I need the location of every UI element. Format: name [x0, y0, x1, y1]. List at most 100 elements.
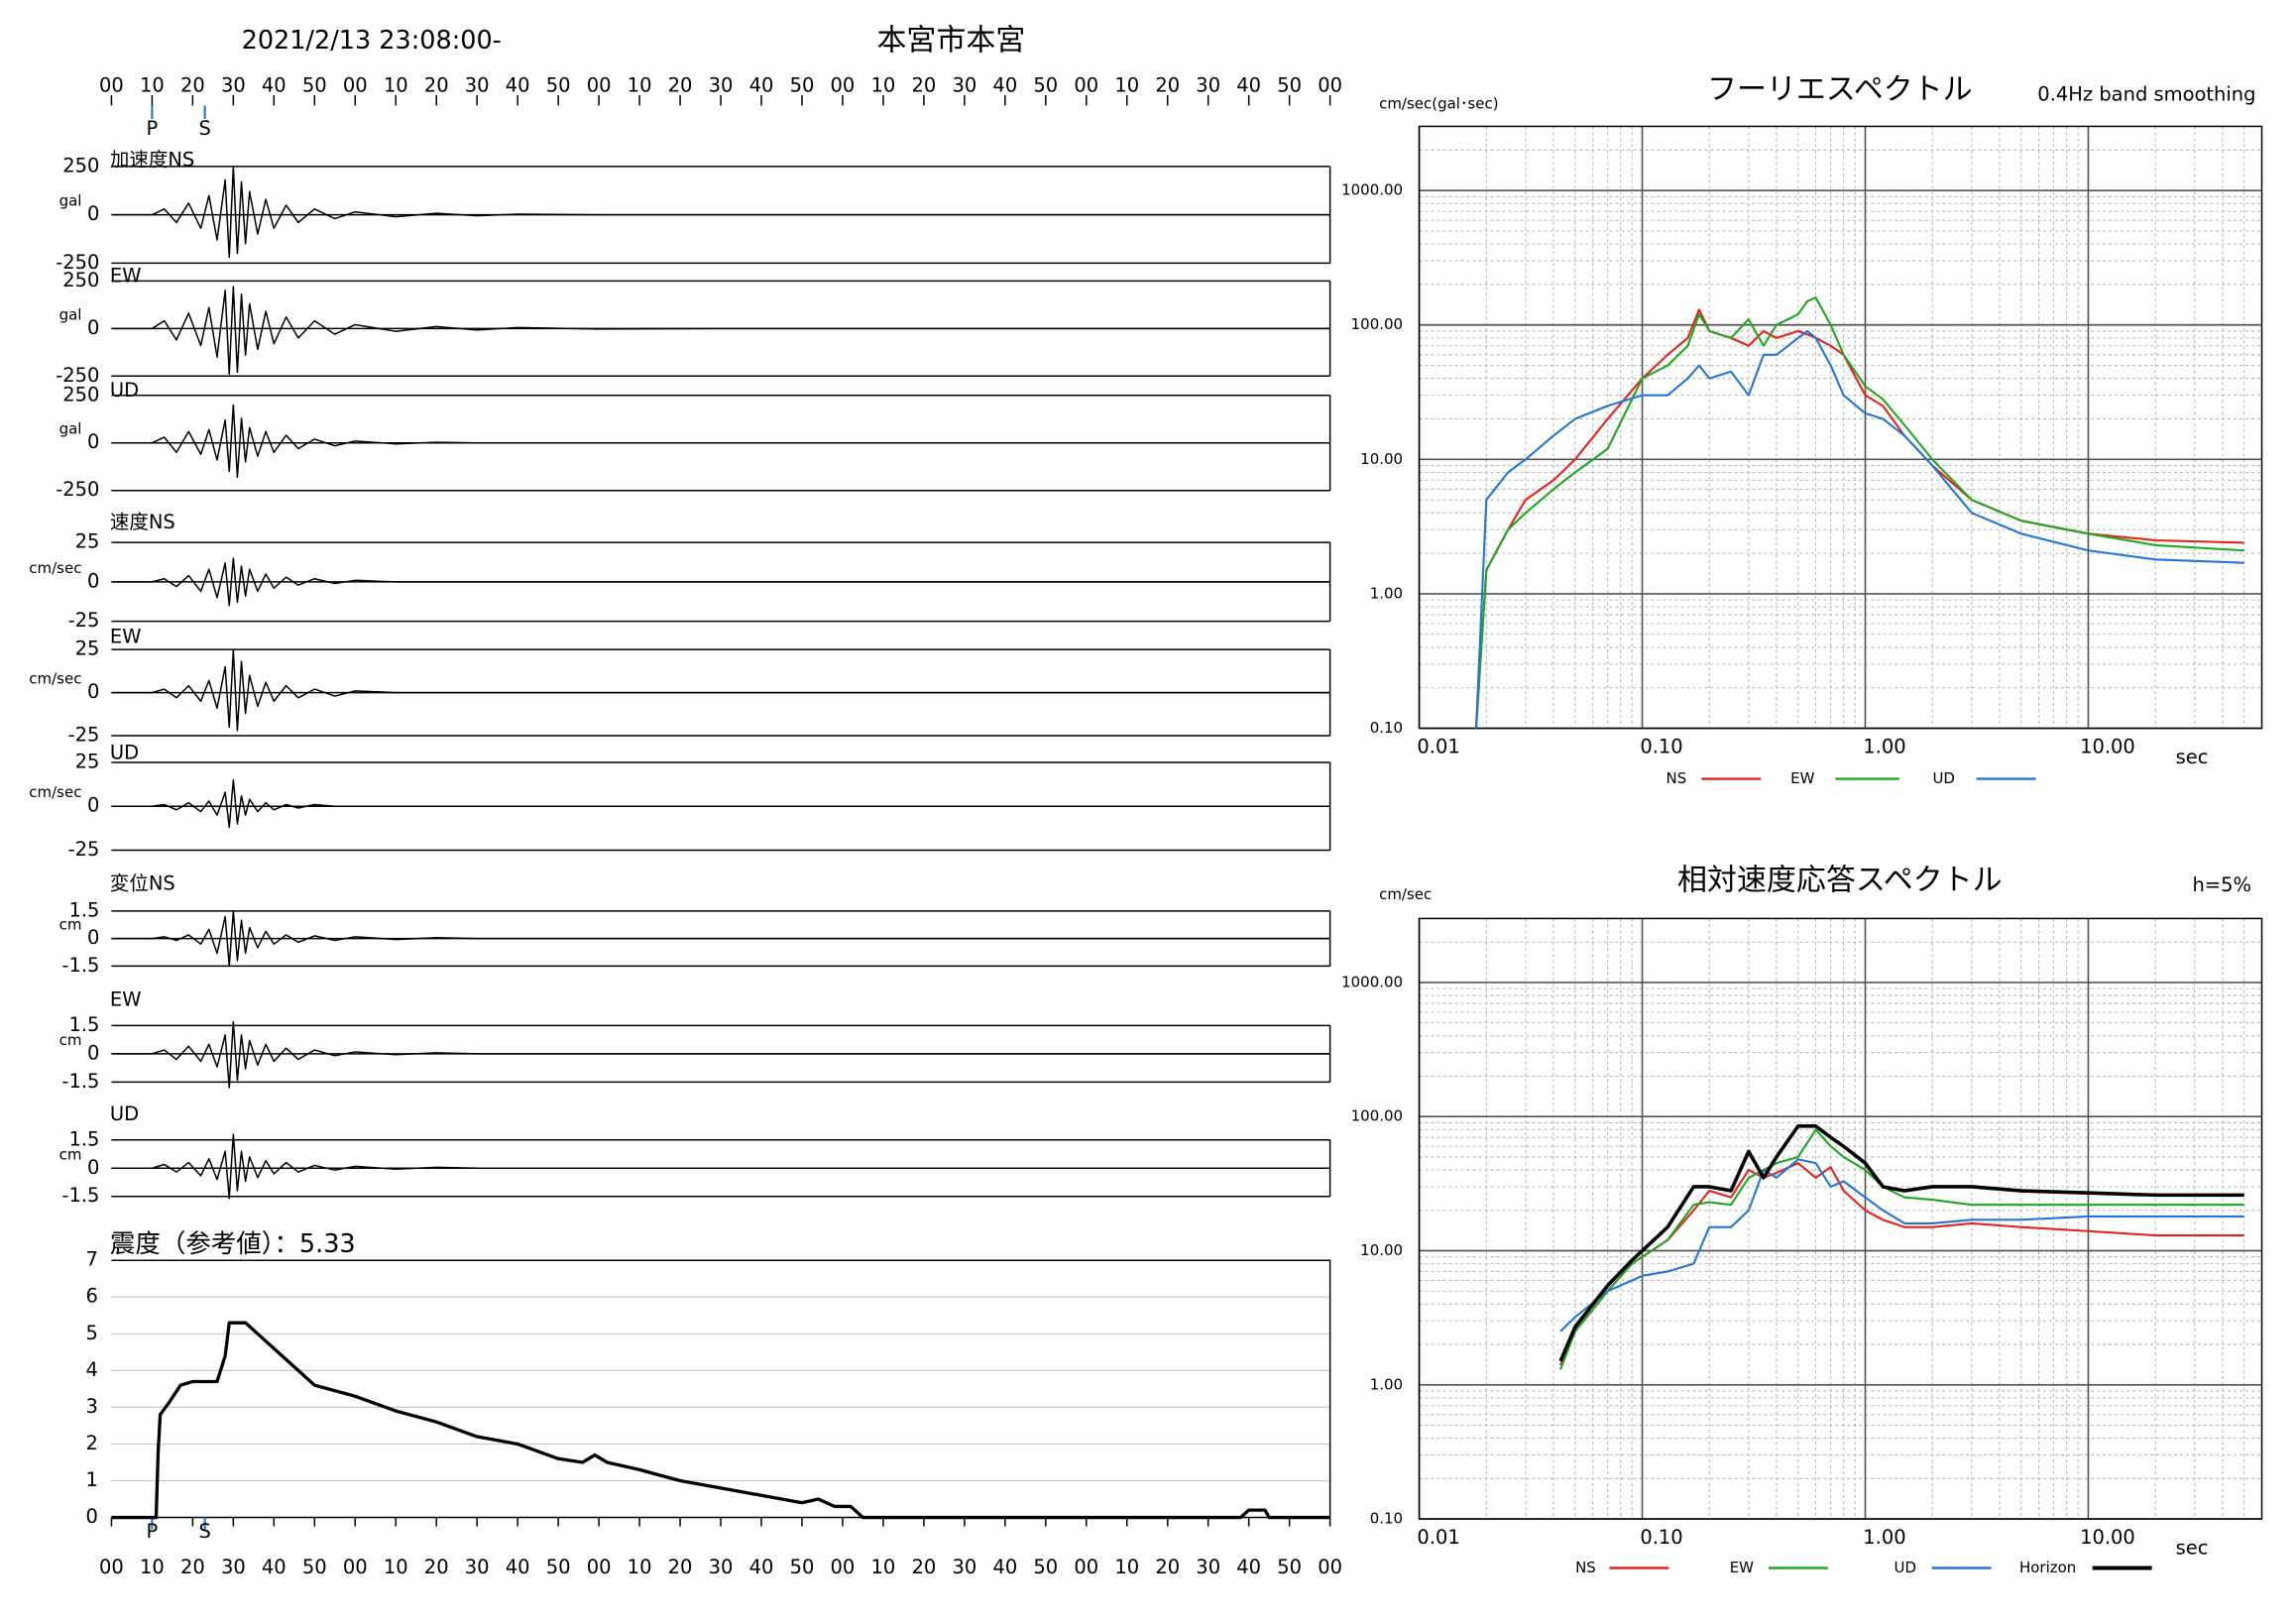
- phase-label: S: [198, 1520, 210, 1543]
- plot-border: [1418, 125, 2263, 730]
- y-unit: gal: [59, 305, 82, 323]
- phase-label: P: [147, 1520, 159, 1543]
- x-tick-label: 30: [465, 73, 490, 96]
- panel-label: UD: [110, 742, 139, 764]
- x-tick-label: 30: [952, 1556, 976, 1578]
- x-tick-label: 20: [424, 1556, 449, 1578]
- y-tick-label: 25: [75, 751, 100, 773]
- panel-label: EW: [110, 626, 142, 648]
- x-tick-label: 30: [221, 1556, 246, 1578]
- x-tick-label: 50: [1277, 1556, 1302, 1578]
- x-tick-label: 0.10: [1640, 1526, 1682, 1549]
- y-tick-label: 0.10: [1370, 1510, 1403, 1528]
- y-tick-label: 7: [86, 1248, 98, 1271]
- x-tick-label: 00: [99, 73, 124, 96]
- x-tick-label: 30: [1196, 1556, 1220, 1578]
- y-tick-label: -25: [68, 609, 100, 632]
- y-tick-label: 1.5: [68, 898, 99, 921]
- panel-label: 変位NS: [110, 871, 175, 894]
- y-tick-label: -25: [68, 724, 100, 747]
- y-tick-label: 0: [87, 1041, 99, 1064]
- x-tick-label: 00: [1074, 73, 1098, 96]
- x-tick-label: 00: [1074, 1556, 1098, 1578]
- chart-title: フーリエスペクトル: [1707, 72, 1973, 107]
- chart-subtitle: h=5%: [2192, 873, 2251, 896]
- x-tick-label: 40: [506, 1556, 530, 1578]
- spectrum-line: [1558, 1123, 2244, 1362]
- x-tick-label: 20: [912, 1556, 937, 1578]
- y-tick-label: 250: [62, 383, 99, 406]
- x-tick-label: 30: [952, 73, 976, 96]
- x-tick-label: 40: [749, 1556, 774, 1578]
- spectrum-line: [1474, 329, 2244, 729]
- x-tick-label: 1.00: [1863, 736, 1905, 758]
- panel-label: UD: [110, 1102, 139, 1125]
- y-axis-label: cm/sec(gal･sec): [1379, 94, 1498, 112]
- x-tick-label: 00: [587, 73, 612, 96]
- x-tick-label: 30: [465, 1556, 490, 1578]
- x-tick-label: 00: [831, 73, 856, 96]
- x-tick-label: 40: [1236, 1556, 1261, 1578]
- panel-label: 速度NS: [110, 511, 175, 533]
- y-tick-label: -25: [68, 838, 100, 861]
- y-unit: cm/sec: [29, 670, 81, 688]
- x-tick-label: 10.00: [2080, 736, 2135, 758]
- x-tick-label: 30: [1196, 73, 1220, 96]
- y-unit: cm/sec: [29, 783, 81, 801]
- x-tick-label: 40: [506, 73, 530, 96]
- y-tick-label: 0.10: [1370, 719, 1403, 737]
- chart-subtitle: 0.4Hz band smoothing: [2037, 82, 2255, 105]
- panel-label: EW: [110, 987, 142, 1010]
- x-tick-label: 10: [871, 73, 896, 96]
- spectrum-line: [1474, 296, 2244, 729]
- y-tick-label: 0: [87, 316, 99, 339]
- y-tick-label: -250: [56, 364, 99, 387]
- x-tick-label: 20: [424, 73, 449, 96]
- x-tick-label: 30: [221, 73, 246, 96]
- x-tick-label: 30: [709, 73, 734, 96]
- x-tick-label: 50: [1033, 73, 1058, 96]
- x-axis-label: sec: [2176, 1537, 2209, 1560]
- x-tick-label: 40: [749, 73, 774, 96]
- waveform: [111, 1020, 1330, 1089]
- plot-border: [111, 1259, 1331, 1519]
- legend-label: UD: [1932, 769, 1955, 787]
- x-tick-label: 20: [912, 73, 937, 96]
- y-tick-label: 25: [75, 638, 100, 660]
- x-tick-label: 0.01: [1417, 736, 1459, 758]
- intensity-line: [111, 1321, 1330, 1520]
- x-tick-label: 10: [140, 1556, 165, 1578]
- y-tick-label: -1.5: [61, 954, 99, 977]
- y-unit: cm: [59, 1031, 82, 1049]
- x-tick-label: 00: [831, 1556, 856, 1578]
- y-tick-label: 100.00: [1351, 1107, 1403, 1125]
- x-tick-label: 00: [343, 1556, 368, 1578]
- y-tick-label: 10.00: [1360, 1241, 1403, 1259]
- x-tick-label: 30: [709, 1556, 734, 1578]
- y-unit: gal: [59, 420, 82, 438]
- waveform: [111, 910, 1330, 968]
- y-tick-label: 4: [86, 1358, 98, 1381]
- x-tick-label: 40: [992, 73, 1017, 96]
- waveform: [111, 778, 1330, 829]
- x-tick-label: 00: [99, 1556, 124, 1578]
- legend-label: UD: [1894, 1559, 1916, 1576]
- x-tick-label: 10: [384, 1556, 408, 1578]
- x-tick-label: 20: [180, 73, 205, 96]
- waveform: [111, 166, 1330, 259]
- y-unit: gal: [59, 192, 82, 210]
- x-tick-label: 40: [262, 1556, 287, 1578]
- chart-subtitle: 2021/2/13 23:08:00-: [242, 26, 502, 56]
- x-tick-label: 00: [587, 1556, 612, 1578]
- y-tick-label: 3: [86, 1395, 98, 1418]
- spectrum-line: [1559, 1128, 2244, 1370]
- y-tick-label: -250: [56, 478, 99, 501]
- x-tick-label: 20: [668, 1556, 693, 1578]
- x-tick-label: 50: [302, 1556, 327, 1578]
- y-tick-label: 0: [87, 569, 99, 592]
- x-tick-label: 50: [302, 73, 327, 96]
- x-tick-label: 20: [1155, 1556, 1180, 1578]
- panel-label: EW: [110, 264, 142, 287]
- legend-label: EW: [1730, 1559, 1754, 1576]
